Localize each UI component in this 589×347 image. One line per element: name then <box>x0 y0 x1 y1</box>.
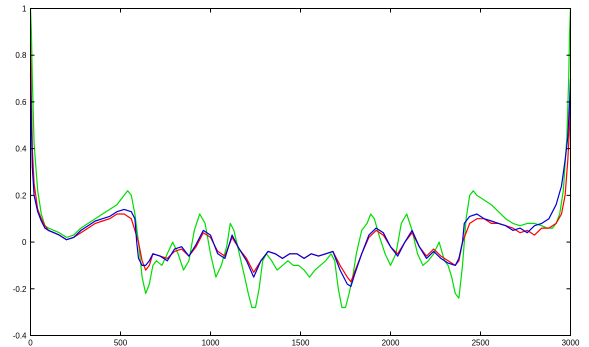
x-tick-label: 1000 <box>202 339 220 347</box>
x-tick-label: 3000 <box>562 339 580 347</box>
y-tick-label: -0.2 <box>13 285 27 294</box>
y-tick-label: 0.6 <box>15 98 27 107</box>
x-axis: 0 500 1000 1500 2000 2500 3000 <box>28 8 580 347</box>
y-tick-label: 0 <box>22 238 27 247</box>
x-tick-label: 2000 <box>382 339 400 347</box>
x-tick-label: 0 <box>28 339 33 347</box>
y-tick-label: 1 <box>22 5 27 14</box>
x-tick-label: 500 <box>114 339 128 347</box>
x-tick-label: 2500 <box>472 339 490 347</box>
series-layer <box>29 8 572 309</box>
x-tick-label: 1500 <box>292 339 310 347</box>
series-line-0 <box>29 8 572 309</box>
series-line-2 <box>29 73 572 287</box>
y-tick-label: 0.4 <box>15 145 27 154</box>
y-tick-label: 0.8 <box>15 51 27 60</box>
plot-frame <box>30 8 571 336</box>
y-tick-label: 0.2 <box>15 191 27 200</box>
y-tick-label: -0.4 <box>13 332 27 341</box>
series-line-1 <box>29 43 572 283</box>
y-axis: -0.4 -0.2 0 0.2 0.4 0.6 0.8 1 <box>13 5 571 341</box>
